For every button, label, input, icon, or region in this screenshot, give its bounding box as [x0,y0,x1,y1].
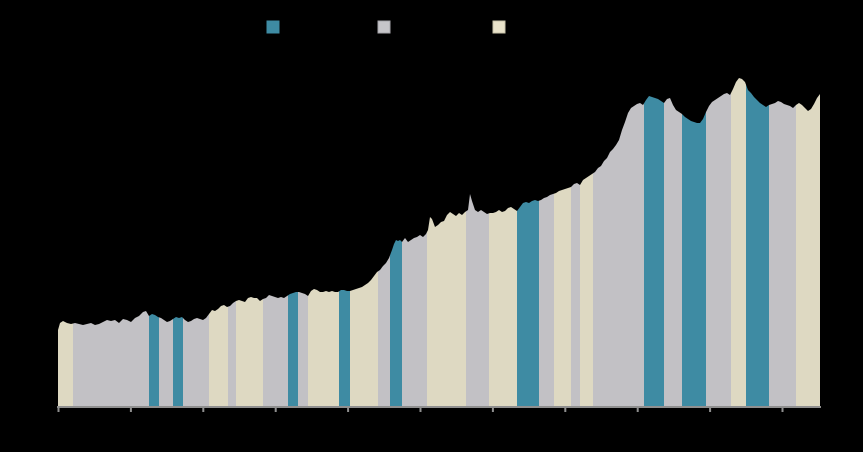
x-axis-tick [347,408,350,412]
area-segment-teal [644,78,664,406]
area-segment-gray [769,78,796,406]
area-segment-teal [746,78,769,406]
x-axis-tick [57,408,60,412]
x-axis-line [57,406,821,408]
x-axis-tick [419,408,422,412]
area-segment-cream [731,78,746,406]
x-axis-tick [781,408,784,412]
area-segment-gray [571,78,580,406]
area-segment-cream [796,78,820,406]
x-axis-tick [491,408,494,412]
series-teal-swatch [266,20,280,34]
series-cream-swatch [492,20,506,34]
area-segment-gray [664,78,682,406]
area-segment-gray [706,78,731,406]
x-axis-tick [274,408,277,412]
x-axis-tick [202,408,205,412]
area-segment-teal [682,78,706,406]
x-axis-tick [564,408,567,412]
x-axis-tick [636,408,639,412]
x-axis-tick [709,408,712,412]
x-axis-tick [129,408,132,412]
series-gray-swatch [377,20,391,34]
